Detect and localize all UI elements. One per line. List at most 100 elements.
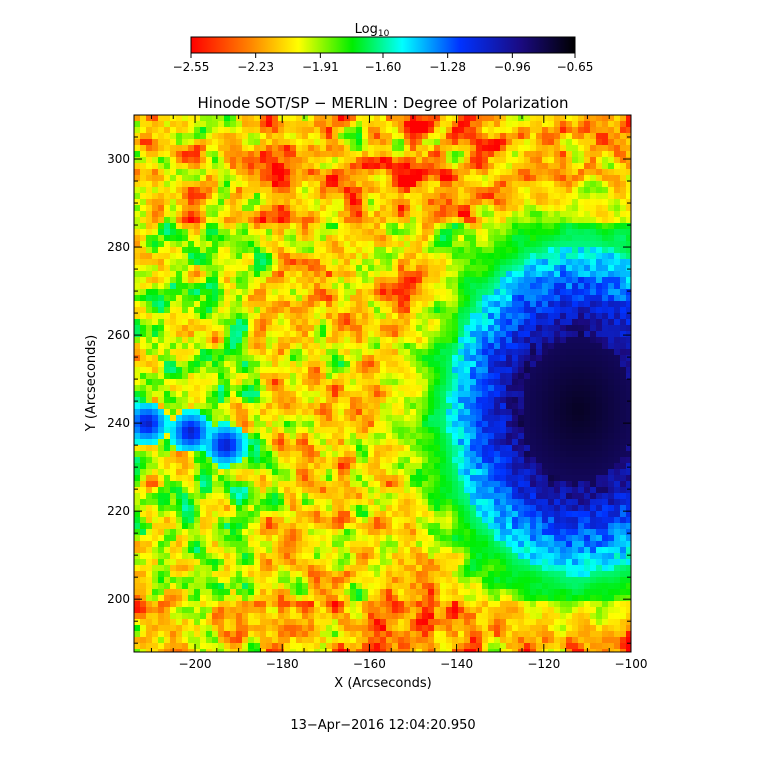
heatmap-cell bbox=[590, 223, 597, 230]
heatmap-cell bbox=[488, 247, 495, 254]
heatmap-cell bbox=[416, 229, 423, 236]
heatmap-cell bbox=[320, 325, 327, 332]
heatmap-cell bbox=[464, 121, 471, 128]
heatmap-cell bbox=[530, 139, 537, 146]
heatmap-cell bbox=[410, 217, 417, 224]
heatmap-cell bbox=[170, 247, 177, 254]
heatmap-cell bbox=[524, 469, 531, 476]
heatmap-cell bbox=[278, 217, 285, 224]
heatmap-cell bbox=[296, 385, 303, 392]
heatmap-cell bbox=[140, 319, 147, 326]
heatmap-cell bbox=[338, 139, 345, 146]
heatmap-cell bbox=[428, 361, 435, 368]
heatmap-cell bbox=[494, 181, 501, 188]
heatmap-cell bbox=[530, 313, 537, 320]
heatmap-cell bbox=[470, 409, 477, 416]
heatmap-cell bbox=[368, 439, 375, 446]
heatmap-cell bbox=[392, 175, 399, 182]
heatmap-cell bbox=[560, 361, 567, 368]
heatmap-cell bbox=[368, 301, 375, 308]
heatmap-cell bbox=[554, 367, 561, 374]
heatmap-cell bbox=[482, 151, 489, 158]
heatmap-cell bbox=[320, 427, 327, 434]
heatmap-cell bbox=[206, 295, 213, 302]
heatmap-cell bbox=[140, 313, 147, 320]
heatmap-cell bbox=[374, 175, 381, 182]
heatmap-cell bbox=[188, 253, 195, 260]
heatmap-cell bbox=[146, 451, 153, 458]
heatmap-cell bbox=[620, 349, 627, 356]
heatmap-cell bbox=[254, 169, 261, 176]
heatmap-cell bbox=[566, 121, 573, 128]
heatmap-cell bbox=[482, 121, 489, 128]
heatmap-cell bbox=[242, 469, 249, 476]
heatmap-cell bbox=[446, 169, 453, 176]
heatmap-cell bbox=[404, 355, 411, 362]
heatmap-cell bbox=[596, 133, 603, 140]
heatmap-cell bbox=[194, 355, 201, 362]
heatmap-cell bbox=[350, 199, 357, 206]
heatmap-cell bbox=[392, 349, 399, 356]
heatmap-cell bbox=[536, 265, 543, 272]
heatmap-cell bbox=[260, 325, 267, 332]
heatmap-cell bbox=[530, 169, 537, 176]
heatmap-cell bbox=[398, 253, 405, 260]
heatmap-cell bbox=[452, 271, 459, 278]
heatmap-cell bbox=[332, 433, 339, 440]
heatmap-cell bbox=[506, 301, 513, 308]
colorbar-label: Log10 bbox=[355, 22, 390, 39]
heatmap-cell bbox=[362, 367, 369, 374]
heatmap-cell bbox=[296, 373, 303, 380]
heatmap-cell bbox=[590, 355, 597, 362]
heatmap-cell bbox=[476, 115, 483, 122]
heatmap-cell bbox=[278, 433, 285, 440]
heatmap-cell bbox=[506, 241, 513, 248]
heatmap-cell bbox=[272, 271, 279, 278]
heatmap-cell bbox=[428, 409, 435, 416]
heatmap-cell bbox=[620, 277, 627, 284]
heatmap-cell bbox=[338, 127, 345, 134]
heatmap-cell bbox=[278, 187, 285, 194]
heatmap-cell bbox=[434, 409, 441, 416]
heatmap-cell bbox=[488, 163, 495, 170]
heatmap-cell bbox=[272, 151, 279, 158]
heatmap-cell bbox=[470, 403, 477, 410]
heatmap-cell bbox=[368, 313, 375, 320]
heatmap-cell bbox=[596, 157, 603, 164]
heatmap-cell bbox=[248, 433, 255, 440]
heatmap-cell bbox=[548, 385, 555, 392]
heatmap-cell bbox=[584, 259, 591, 266]
heatmap-cell bbox=[494, 151, 501, 158]
heatmap-cell bbox=[434, 217, 441, 224]
heatmap-cell bbox=[356, 349, 363, 356]
heatmap-cell bbox=[326, 445, 333, 452]
heatmap-cell bbox=[230, 145, 237, 152]
heatmap-cell bbox=[224, 241, 231, 248]
heatmap-cell bbox=[248, 307, 255, 314]
heatmap-cell bbox=[578, 373, 585, 380]
heatmap-cell bbox=[464, 427, 471, 434]
heatmap-cell bbox=[512, 151, 519, 158]
heatmap-cell bbox=[170, 415, 177, 422]
heatmap-cell bbox=[620, 451, 627, 458]
heatmap-cell bbox=[620, 127, 627, 134]
heatmap-cell bbox=[470, 385, 477, 392]
heatmap-cell bbox=[404, 205, 411, 212]
heatmap-cell bbox=[548, 253, 555, 260]
heatmap-cell bbox=[452, 379, 459, 386]
heatmap-cell bbox=[296, 259, 303, 266]
heatmap-cell bbox=[572, 193, 579, 200]
heatmap-cell bbox=[314, 211, 321, 218]
heatmap-cell bbox=[272, 187, 279, 194]
heatmap-cell bbox=[626, 421, 631, 428]
heatmap-cell bbox=[416, 259, 423, 266]
heatmap-cell bbox=[518, 241, 525, 248]
heatmap-cell bbox=[134, 331, 141, 338]
heatmap-cell bbox=[434, 115, 441, 122]
heatmap-cell bbox=[446, 133, 453, 140]
heatmap-cell bbox=[350, 319, 357, 326]
heatmap-cell bbox=[452, 295, 459, 302]
heatmap-cell bbox=[344, 421, 351, 428]
heatmap-cell bbox=[566, 163, 573, 170]
heatmap-cell bbox=[218, 121, 225, 128]
